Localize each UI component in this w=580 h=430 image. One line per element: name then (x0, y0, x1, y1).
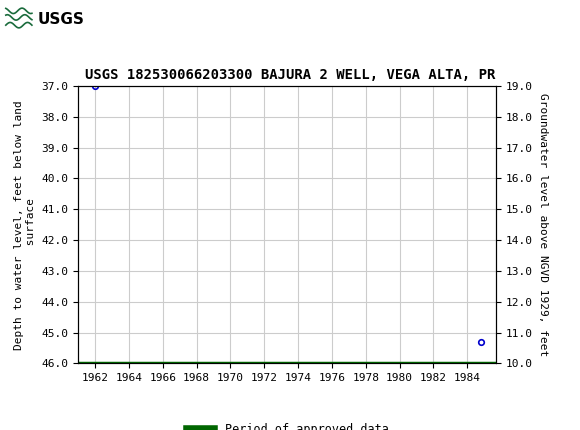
Text: USGS: USGS (38, 12, 85, 27)
Y-axis label: Groundwater level above NGVD 1929, feet: Groundwater level above NGVD 1929, feet (538, 93, 548, 356)
Text: USGS 182530066203300 BAJURA 2 WELL, VEGA ALTA, PR: USGS 182530066203300 BAJURA 2 WELL, VEGA… (85, 68, 495, 82)
Bar (5, 2, 95, 37)
Legend: Period of approved data: Period of approved data (181, 418, 393, 430)
Y-axis label: Depth to water level, feet below land
 surface: Depth to water level, feet below land su… (14, 100, 36, 350)
